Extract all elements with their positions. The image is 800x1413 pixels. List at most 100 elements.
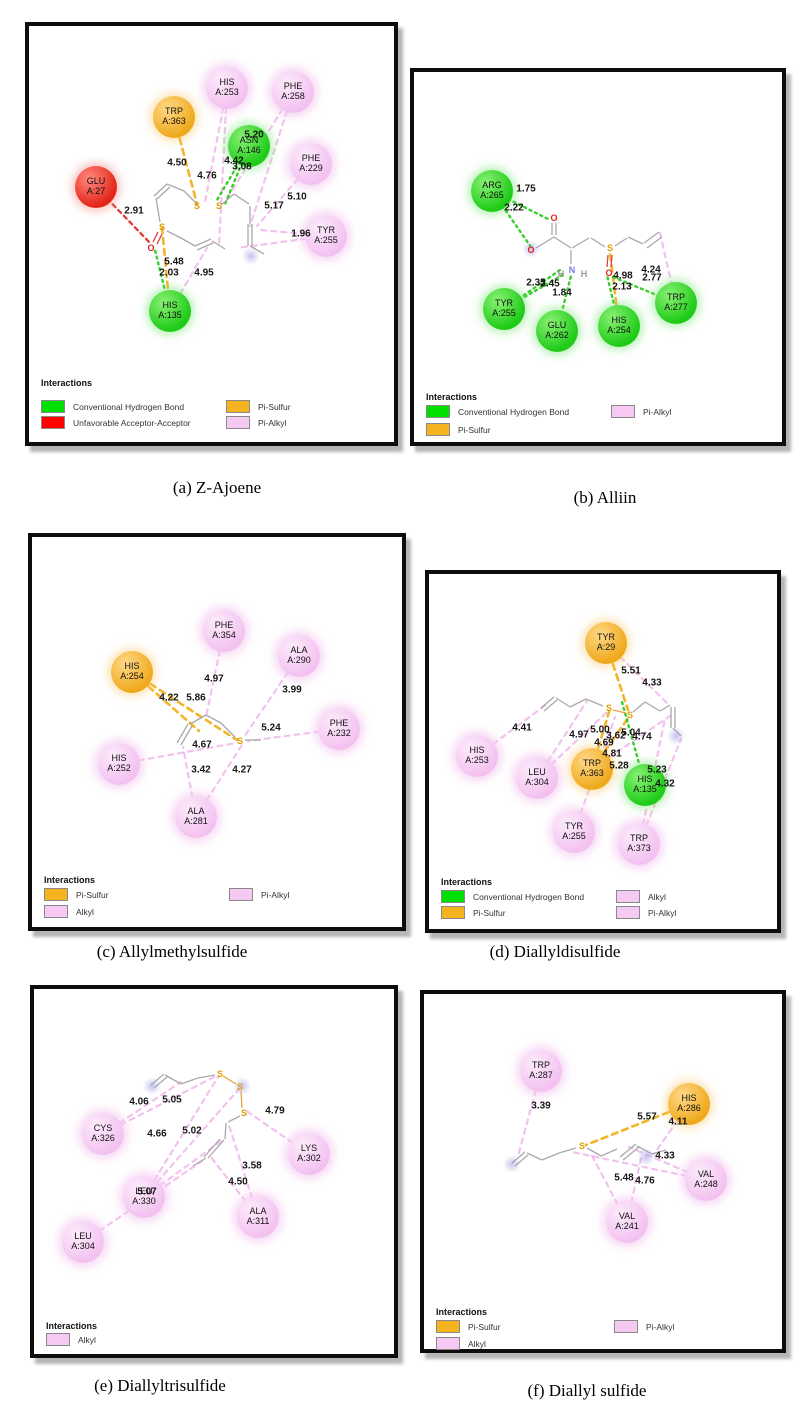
ligand-bond [224, 1122, 227, 1140]
residue-number: A:248 [694, 1179, 718, 1189]
ligand-bond [612, 709, 627, 714]
atom-label-N: N [568, 265, 576, 275]
distance-label: 4.97 [569, 729, 589, 741]
distance-label: 3.39 [531, 1100, 551, 1112]
distance-label: 4.22 [159, 692, 179, 704]
residue-number: A:373 [627, 843, 651, 853]
residue-number: A:265 [480, 190, 504, 200]
residue-bubble: TYR A:255 [483, 288, 525, 330]
residue-name: HIS [681, 1093, 697, 1104]
atom-label-S: S [606, 243, 614, 253]
ligand-bond [189, 714, 207, 725]
atom-label-S: S [240, 1108, 248, 1118]
legend-item-label: Pi-Sulfur [468, 1321, 501, 1332]
residue-bubble: GLU A:27 [75, 166, 117, 208]
residue-bubble: HIS A:286 [668, 1083, 710, 1125]
legend-swatch [614, 1320, 638, 1333]
legend-title: Interactions [441, 877, 493, 887]
pink-interaction-line [226, 1120, 260, 1219]
legend-item-label: Pi-Sulfur [458, 424, 491, 435]
legend-item-label: Conventional Hydrogen Bond [473, 891, 585, 902]
residue-bubble: LEU A:304 [516, 757, 558, 799]
distance-label: 5.05 [162, 1094, 182, 1106]
residue-number: A:27 [86, 186, 106, 196]
distance-label: 5.04 [621, 727, 641, 739]
distance-label: 2.35 [526, 277, 546, 289]
panel-caption-c: (c) Allylmethylsulfide [96, 942, 248, 961]
ligand-bond [659, 704, 671, 712]
residue-name: HIS [219, 77, 235, 88]
legend-swatch [229, 888, 253, 901]
residue-bubble: ASN A:146 [228, 125, 270, 167]
ligand-bond [600, 1148, 618, 1157]
residue-number: A:354 [212, 630, 236, 640]
legend-item: Pi-Alkyl [611, 405, 671, 418]
distance-label: 5.24 [261, 722, 281, 734]
atom-label-S: S [215, 201, 223, 211]
distance-label: 3.42 [191, 764, 211, 776]
legend-item-label: Pi-Alkyl [258, 417, 287, 428]
legend-title: Interactions [426, 392, 478, 402]
distance-label: 4.76 [197, 170, 217, 182]
distance-label: 3.08 [232, 161, 252, 173]
panel-box-e: S S S CYS A:326 LYS A:302 LEU A:330 ALA A:311 LEU A:… [30, 985, 398, 1358]
residue-number: A:363 [162, 116, 186, 126]
panel-caption-d: (d) Diallyldisulfide [489, 942, 621, 961]
residue-number: A:253 [465, 755, 489, 765]
legend-item-label: Pi-Alkyl [643, 406, 672, 417]
ligand-bond [205, 714, 222, 724]
legend-item: Pi-Sulfur [436, 1320, 501, 1333]
residue-bubble: HIS A:252 [98, 743, 140, 785]
residue-bubble: TRP A:373 [618, 823, 660, 865]
distance-label: 4.33 [642, 677, 662, 689]
legend-item-label: Pi-Alkyl [646, 1321, 675, 1332]
ligand-bond [156, 186, 171, 200]
pink-interaction-line [142, 1075, 220, 1199]
ligand-bond [569, 698, 587, 708]
residue-bubble: TYR A:29 [585, 622, 627, 664]
distance-label: 5.07 [137, 1186, 157, 1198]
residue-name: PHE [283, 81, 303, 92]
distance-label: 5.48 [614, 1172, 634, 1184]
residue-name: TRP [165, 106, 183, 117]
pink-interaction-line [637, 737, 683, 846]
distance-label: 1.84 [552, 287, 572, 299]
legend-item: Alkyl [436, 1337, 486, 1350]
ligand-bond [211, 240, 226, 250]
ligand-bond [220, 722, 236, 738]
ligand-bond [153, 183, 168, 197]
ligand-bond [646, 236, 663, 249]
legend-swatch [436, 1320, 460, 1333]
legend-item-label: Conventional Hydrogen Bond [458, 406, 570, 417]
atom-label-O: O [550, 213, 558, 223]
residue-name: PHE [301, 153, 321, 164]
residue-number: A:135 [633, 784, 657, 794]
residue-bubble: CYS A:326 [82, 1113, 124, 1155]
orange-interaction-line [584, 1102, 691, 1147]
panel-box-b: O O N H H S O ARG A:265 TYR A:255 GLU A:262 HIS A:254 T… [410, 68, 786, 446]
ligand-bond [156, 233, 163, 245]
residue-name: HIS [124, 661, 140, 672]
ligand-bond [540, 696, 555, 709]
residue-number: A:255 [562, 831, 586, 841]
residue-bubble: VAL A:248 [685, 1159, 727, 1201]
ligand-bond [571, 237, 590, 249]
residue-bubble: ARG A:265 [471, 170, 513, 212]
legend-item: Alkyl [46, 1333, 96, 1346]
legend-item-label: Alkyl [76, 906, 94, 917]
residue-number: A:363 [580, 768, 604, 778]
panel-box-d: S S TYR A:29 HIS A:253 LEU A:304 TRP A:363 HIS A:13… [425, 570, 781, 933]
legend-item-label: Alkyl [78, 1334, 96, 1345]
legend-swatch [426, 423, 450, 436]
legend-title: Interactions [41, 378, 93, 388]
residue-name: HIS [611, 315, 627, 326]
ligand-bond [590, 237, 606, 248]
distance-label: 2.77 [642, 272, 662, 284]
residue-name: TYR [565, 821, 583, 832]
atom-label-S: S [626, 710, 634, 720]
legend-item: Pi-Sulfur [44, 888, 109, 901]
residue-bubble: PHE A:232 [318, 708, 360, 750]
residue-bubble: ALA A:290 [278, 635, 320, 677]
distance-label: 4.67 [192, 739, 212, 751]
residue-bubble: LEU A:304 [62, 1221, 104, 1263]
